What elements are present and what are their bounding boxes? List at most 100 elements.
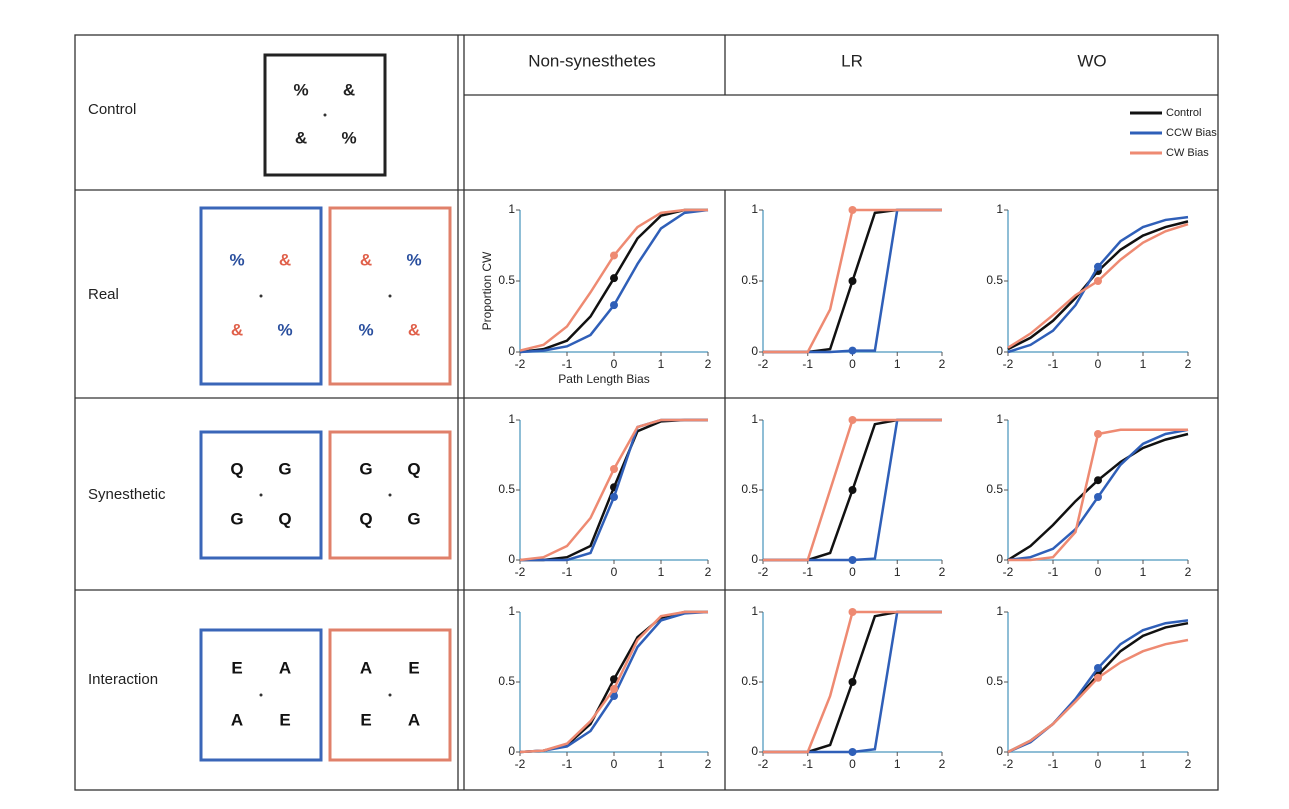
y-tick-label: 0 xyxy=(508,744,515,758)
x-tick-label: 1 xyxy=(1140,565,1147,579)
stimulus-glyph: E xyxy=(231,658,242,677)
point xyxy=(610,685,618,693)
x-tick-label: -2 xyxy=(758,757,769,771)
y-tick-label: 0 xyxy=(996,552,1003,566)
stimulus-glyph: & xyxy=(295,128,307,147)
stimulus-glyph: A xyxy=(408,710,420,729)
point xyxy=(1094,674,1102,682)
stimulus-glyph: & xyxy=(408,321,420,340)
x-tick-label: -2 xyxy=(515,565,526,579)
point xyxy=(849,206,857,214)
stimulus-glyph: E xyxy=(408,658,419,677)
x-tick-label: 0 xyxy=(611,357,618,371)
x-tick-label: 0 xyxy=(1095,565,1102,579)
curve xyxy=(1008,224,1188,348)
x-tick-label: 0 xyxy=(611,565,618,579)
curve xyxy=(1008,623,1188,752)
y-tick-label: 0.5 xyxy=(498,674,515,688)
point xyxy=(610,301,618,309)
point xyxy=(1094,493,1102,501)
stimulus-glyph: & xyxy=(343,80,355,99)
x-tick-label: -1 xyxy=(802,757,813,771)
x-tick-label: 1 xyxy=(894,357,901,371)
x-tick-label: -2 xyxy=(1003,357,1014,371)
y-axis-label: Proportion CW xyxy=(480,251,494,330)
row-label: Synesthetic xyxy=(88,486,166,503)
y-tick-label: 1 xyxy=(751,412,758,426)
stimulus-glyph: G xyxy=(230,510,243,529)
y-tick-label: 0.5 xyxy=(986,273,1003,287)
y-tick-label: 1 xyxy=(996,412,1003,426)
x-tick-label: 1 xyxy=(894,565,901,579)
stimulus-glyph: G xyxy=(278,459,291,478)
x-tick-label: 2 xyxy=(1185,565,1192,579)
x-tick-label: 1 xyxy=(658,357,665,371)
stimulus-glyph: % xyxy=(406,250,421,269)
point xyxy=(849,748,857,756)
point xyxy=(849,608,857,616)
x-tick-label: 0 xyxy=(611,757,618,771)
stimulus-glyph: Q xyxy=(278,510,291,529)
stimulus-glyph: & xyxy=(231,321,243,340)
y-tick-label: 0 xyxy=(996,744,1003,758)
x-axis-label: Path Length Bias xyxy=(558,372,649,386)
stimulus-glyph: & xyxy=(279,250,291,269)
y-tick-label: 1 xyxy=(751,202,758,216)
point xyxy=(1094,476,1102,484)
row-label: Interaction xyxy=(88,671,158,688)
point xyxy=(849,486,857,494)
column-header: LR xyxy=(841,51,863,70)
stimulus-glyph: G xyxy=(359,459,372,478)
y-tick-label: 0 xyxy=(751,344,758,358)
fixation xyxy=(389,295,392,298)
x-tick-label: -2 xyxy=(758,565,769,579)
x-tick-label: -2 xyxy=(758,357,769,371)
stimulus-glyph: % xyxy=(341,128,356,147)
x-tick-label: -2 xyxy=(515,757,526,771)
fixation xyxy=(260,494,263,497)
x-tick-label: 0 xyxy=(849,757,856,771)
y-tick-label: 1 xyxy=(751,604,758,618)
x-tick-label: 1 xyxy=(658,565,665,579)
stimulus-glyph: % xyxy=(277,321,292,340)
point xyxy=(1094,430,1102,438)
point xyxy=(849,277,857,285)
x-tick-label: 0 xyxy=(849,357,856,371)
legend-label: CW Bias xyxy=(1166,147,1209,159)
x-tick-label: 0 xyxy=(1095,357,1102,371)
stimulus-glyph: % xyxy=(229,250,244,269)
y-tick-label: 0 xyxy=(996,344,1003,358)
point xyxy=(1094,664,1102,672)
row-label: Control xyxy=(88,101,136,118)
x-tick-label: 2 xyxy=(939,757,946,771)
y-tick-label: 1 xyxy=(508,202,515,216)
x-tick-label: -1 xyxy=(1048,565,1059,579)
y-tick-label: 0.5 xyxy=(741,273,758,287)
x-tick-label: 1 xyxy=(658,757,665,771)
y-tick-label: 1 xyxy=(996,604,1003,618)
stimulus-glyph: % xyxy=(293,80,308,99)
x-tick-label: -1 xyxy=(562,565,573,579)
x-tick-label: 2 xyxy=(1185,757,1192,771)
stimulus-glyph: Q xyxy=(230,459,243,478)
stimulus-glyph: Q xyxy=(407,459,420,478)
fixation xyxy=(389,694,392,697)
x-tick-label: -1 xyxy=(562,357,573,371)
point xyxy=(849,347,857,355)
point xyxy=(849,416,857,424)
x-tick-label: -1 xyxy=(1048,757,1059,771)
x-tick-label: 2 xyxy=(705,565,712,579)
x-tick-label: -2 xyxy=(515,357,526,371)
stimulus-glyph: & xyxy=(360,250,372,269)
stimulus-glyph: A xyxy=(360,658,372,677)
curve xyxy=(1008,640,1188,752)
point xyxy=(610,274,618,282)
stimulus-glyph: A xyxy=(231,710,243,729)
point xyxy=(1094,277,1102,285)
point xyxy=(1094,263,1102,271)
point xyxy=(610,465,618,473)
y-tick-label: 0.5 xyxy=(741,674,758,688)
fixation xyxy=(389,494,392,497)
fixation xyxy=(324,114,327,117)
x-tick-label: -1 xyxy=(1048,357,1059,371)
